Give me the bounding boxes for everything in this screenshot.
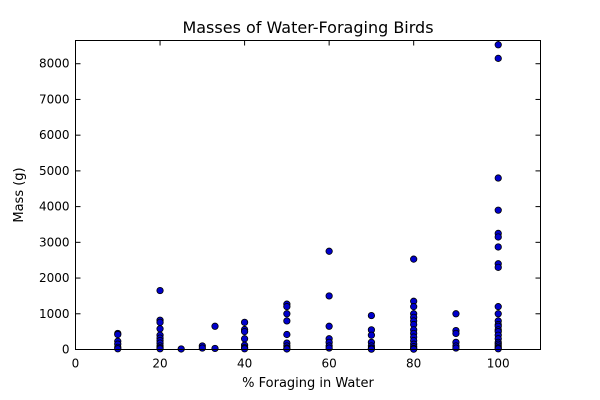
data-point (240, 328, 249, 336)
data-point (156, 286, 164, 295)
x-tick-label: 60 (321, 357, 336, 371)
y-tick-label: 5000 (39, 164, 70, 178)
data-point (494, 243, 502, 251)
y-tick-label: 7000 (39, 92, 70, 106)
data-point (367, 311, 376, 320)
data-point (494, 41, 502, 49)
data-point (198, 344, 206, 352)
data-point (452, 329, 460, 338)
x-tick-label: 40 (237, 357, 252, 371)
data-point (156, 318, 164, 326)
data-point (325, 322, 333, 330)
data-point (410, 255, 418, 263)
x-tick-label: 80 (406, 357, 421, 371)
data-point (494, 310, 502, 318)
data-point (325, 292, 333, 300)
data-point (494, 263, 502, 271)
data-point (240, 335, 249, 343)
data-point (325, 344, 333, 352)
data-point (240, 318, 249, 326)
data-point (283, 330, 291, 339)
y-tick-label: 2000 (39, 271, 70, 285)
data-point (452, 310, 460, 318)
y-tick-label: 8000 (39, 57, 70, 71)
data-point (156, 325, 164, 333)
data-point (494, 233, 502, 241)
data-point (283, 310, 291, 318)
x-tick-label: 20 (152, 357, 167, 371)
x-tick-label: 100 (487, 357, 510, 371)
data-point (494, 54, 502, 62)
y-tick-label: 0 (62, 343, 70, 357)
data-point (494, 345, 502, 353)
y-tick-label: 3000 (39, 235, 70, 249)
y-axis-label: Mass (g) (12, 167, 27, 222)
data-point (452, 344, 460, 352)
x-axis-label: % Foraging in Water (242, 376, 374, 391)
data-point (211, 344, 219, 353)
y-tick-label: 6000 (39, 128, 70, 142)
axis-ticks: 0 20 40 60 80 1000100020003000400050006000700… (39, 40, 541, 371)
x-tick-label: 0 (72, 357, 80, 371)
data-point (283, 303, 291, 311)
data-point (156, 345, 164, 353)
data-points (114, 41, 502, 353)
y-tick-label: 4000 (39, 200, 70, 214)
data-point (325, 247, 333, 255)
data-point (240, 345, 249, 353)
data-point (494, 206, 502, 214)
plot-frame (75, 40, 541, 350)
data-point (211, 322, 219, 330)
data-point (283, 317, 291, 325)
data-point (494, 303, 502, 311)
data-point (367, 331, 376, 339)
y-tick-label: 1000 (39, 307, 70, 321)
data-point (283, 345, 291, 353)
data-point (177, 345, 185, 353)
data-point (114, 345, 122, 353)
chart-title: Masses of Water-Foraging Birds (182, 18, 433, 37)
data-point (494, 174, 502, 182)
data-point (410, 303, 418, 311)
data-point (114, 330, 122, 339)
